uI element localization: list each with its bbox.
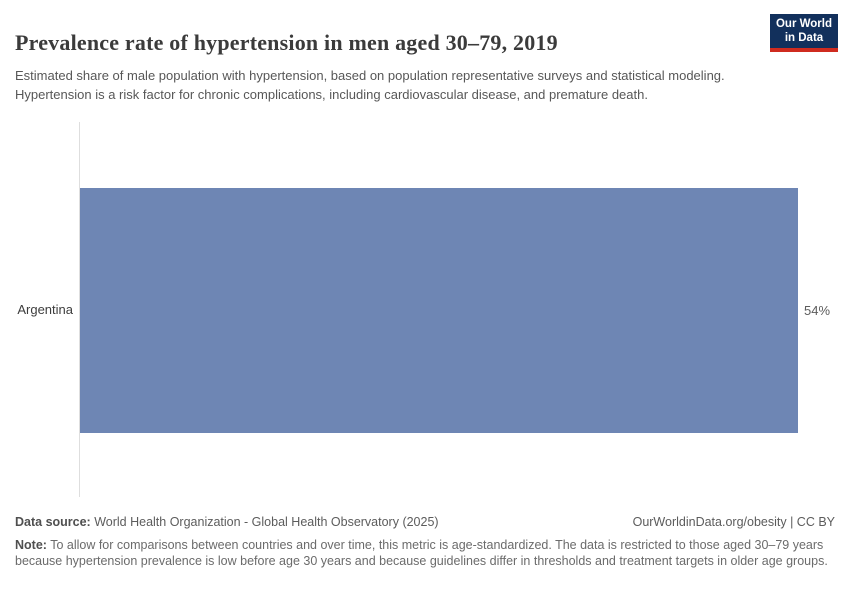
- chart-note: Note: To allow for comparisons between c…: [15, 537, 837, 569]
- chart-subtitle: Estimated share of male population with …: [15, 68, 725, 102]
- category-label-argentina: Argentina: [17, 302, 73, 317]
- owid-logo[interactable]: Our World in Data: [770, 14, 838, 52]
- owid-logo-line1: Our World: [775, 18, 832, 30]
- chart-plot-area: Argentina 54%: [0, 122, 850, 497]
- chart-title: Prevalence rate of hypertension in men a…: [15, 29, 558, 55]
- bar-argentina[interactable]: [80, 188, 798, 433]
- y-axis-line: [79, 122, 80, 497]
- note-label: Note:: [15, 538, 47, 552]
- bar-value-label: 54%: [804, 303, 831, 318]
- note-value: To allow for comparisons between countri…: [15, 538, 828, 568]
- data-source-label: Data source:: [15, 515, 91, 529]
- owid-logo-line2: in Data: [784, 31, 824, 44]
- bar-row: 54%: [80, 188, 830, 433]
- chart-footer: Data source: World Health Organization -…: [15, 514, 835, 569]
- data-source-line: Data source: World Health Organization -…: [15, 514, 439, 530]
- owid-license-link[interactable]: OurWorldinData.org/obesity | CC BY: [632, 515, 835, 529]
- data-source-value: World Health Organization - Global Healt…: [90, 515, 439, 529]
